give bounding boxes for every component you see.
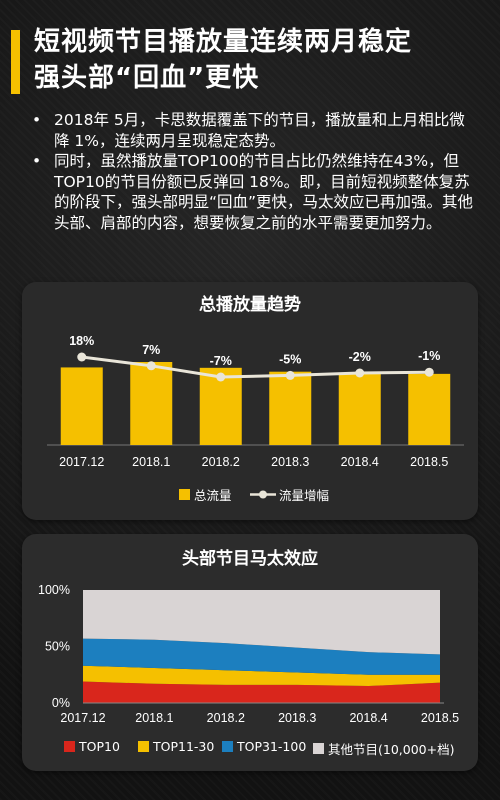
legend-label: TOP31-100: [237, 739, 307, 754]
legend-top10: TOP10: [64, 739, 120, 754]
legend-swatch-line: [250, 490, 276, 499]
title-line-1: 短视频节目播放量连续两月稳定: [34, 27, 413, 57]
legend-growth: 流量增幅: [250, 485, 329, 504]
matthew-effect-card: 头部节目马太效应 0% 50% 100% 2017.12 2018.1 2018.2 201…: [22, 534, 478, 771]
growth-data-label: -7%: [210, 354, 232, 368]
legend-others: 其他节目(10,000+档): [313, 739, 454, 758]
y-tick-label: 50%: [45, 640, 70, 654]
x-tick-label: 2018.4: [349, 711, 387, 725]
legend-label: 总流量: [194, 488, 232, 503]
growth-data-label: 18%: [69, 334, 94, 348]
growth-point: [355, 368, 365, 378]
legend-label: 流量增幅: [279, 488, 330, 503]
growth-point: [424, 367, 434, 377]
bar: [338, 373, 381, 445]
chart-title: 总播放量趋势: [199, 295, 301, 315]
area-top11-30: [83, 665, 440, 687]
x-tick-label: 2017.12: [59, 455, 104, 469]
legend-label: TOP11-30: [153, 739, 215, 754]
growth-data-label: 7%: [142, 343, 160, 357]
total-play-chart: 2017.12 2018.1 2018.2 2018.3 2018.4 2018.5 18%…: [47, 334, 464, 469]
growth-line: [81, 355, 430, 379]
bar: [130, 362, 173, 445]
title-line-2: 强头部“回血”更快: [34, 63, 260, 93]
legend-swatch: [313, 743, 324, 754]
x-tick-label: 2018.5: [421, 711, 459, 725]
x-tick-label: 2018.2: [202, 455, 240, 469]
bar: [408, 373, 451, 445]
title-accent-bar: [11, 30, 20, 94]
legend-total: 总流量: [179, 485, 232, 504]
x-tick-label: 2018.3: [278, 711, 316, 725]
x-tick-label: 2018.1: [132, 455, 170, 469]
bullet-item: 2018年 5月，卡思数据覆盖下的节目，播放量和上月相比微降 1%，连续两月呈现…: [30, 110, 480, 151]
legend-swatch: [64, 741, 75, 752]
legend-swatch-bar: [179, 489, 190, 500]
x-tick-label: 2017.12: [60, 711, 105, 725]
area-top31-100: [83, 638, 440, 675]
growth-data-label: -5%: [279, 352, 301, 366]
growth-data-label: -1%: [418, 349, 440, 363]
y-tick-label: 0%: [52, 696, 70, 710]
x-tick-label: 2018.4: [341, 455, 379, 469]
page-title: 短视频节目播放量连续两月稳定 强头部“回血”更快: [34, 24, 484, 96]
x-tick-label: 2018.3: [271, 455, 309, 469]
legend-swatch: [138, 741, 149, 752]
bullet-item: 同时，虽然播放量TOP100的节目占比仍然维持在43%，但TOP10的节目份额已…: [30, 151, 480, 233]
x-tick-label: 2018.1: [135, 711, 173, 725]
legend-top11-30: TOP11-30: [138, 739, 214, 754]
legend-label: TOP10: [79, 739, 120, 754]
x-tick-label: 2018.5: [410, 455, 448, 469]
area-top10: [83, 681, 440, 703]
area-others: [83, 590, 440, 655]
summary-bullets: 2018年 5月，卡思数据覆盖下的节目，播放量和上月相比微降 1%，连续两月呈现…: [30, 110, 480, 233]
legend-top31-100: TOP31-100: [222, 739, 306, 754]
legend-label: 其他节目(10,000+档): [328, 742, 455, 757]
legend-swatch: [222, 741, 233, 752]
total-play-trend-card: 总播放量趋势 2017.12 2018.1 2018.2 2018.3 2018.4 20…: [22, 282, 478, 520]
growth-point: [77, 352, 87, 362]
growth-point: [285, 370, 295, 380]
chart-title: 头部节目马太效应: [182, 549, 318, 569]
growth-point: [216, 372, 226, 382]
matthew-effect-chart: 0% 50% 100% 2017.12 2018.1 2018.2 2018.3 2018.4…: [38, 583, 459, 725]
x-tick-label: 2018.2: [207, 711, 245, 725]
growth-point: [146, 361, 156, 371]
bar: [269, 371, 312, 445]
y-tick-label: 100%: [38, 583, 70, 597]
growth-data-label: -2%: [349, 350, 371, 364]
bar: [60, 367, 103, 445]
